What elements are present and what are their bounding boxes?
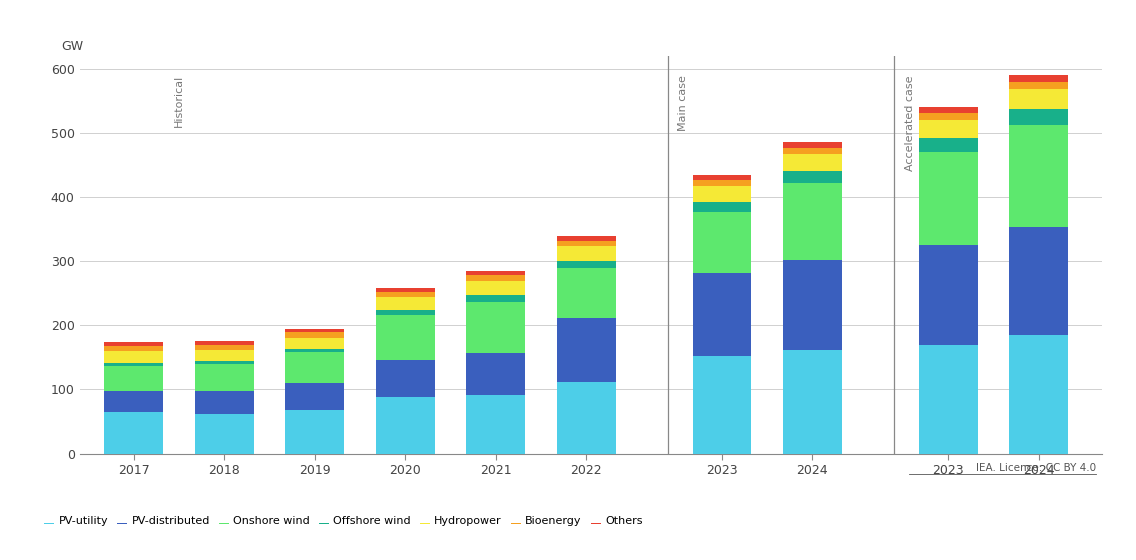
Bar — [376, 397, 435, 454]
Bar — [195, 361, 253, 365]
Bar — [1009, 109, 1068, 125]
Bar — [557, 318, 616, 382]
Bar — [376, 297, 435, 310]
Bar — [105, 362, 164, 366]
Bar — [376, 310, 435, 315]
Bar — [1009, 227, 1068, 335]
Bar — [376, 287, 435, 292]
Bar — [783, 260, 842, 349]
Bar — [285, 352, 344, 383]
Text: Historical: Historical — [174, 75, 184, 128]
Bar — [466, 271, 525, 276]
Bar — [466, 276, 525, 281]
Bar — [783, 148, 842, 154]
Bar — [919, 120, 977, 138]
Bar — [285, 329, 344, 333]
Bar — [693, 186, 751, 202]
Bar — [466, 302, 525, 353]
Bar — [557, 246, 616, 261]
Bar — [285, 349, 344, 352]
Bar — [1009, 90, 1068, 109]
Bar — [466, 281, 525, 295]
Bar — [557, 268, 616, 318]
Bar — [285, 338, 344, 349]
Bar — [693, 180, 751, 186]
Bar — [105, 391, 164, 412]
Bar — [783, 154, 842, 171]
Bar — [693, 356, 751, 454]
Bar — [693, 273, 751, 356]
Bar — [783, 142, 842, 148]
Bar — [285, 333, 344, 338]
Text: Accelerated case: Accelerated case — [904, 75, 914, 171]
Bar — [105, 342, 164, 346]
Bar — [783, 183, 842, 260]
Bar — [376, 360, 435, 397]
Bar — [466, 295, 525, 302]
Bar — [105, 366, 164, 391]
Bar — [693, 212, 751, 273]
Bar — [285, 383, 344, 410]
Bar — [919, 245, 977, 344]
Bar — [557, 236, 616, 241]
Bar — [1009, 75, 1068, 82]
Bar — [1009, 335, 1068, 454]
Bar — [1009, 82, 1068, 90]
Bar — [557, 241, 616, 246]
Bar — [783, 349, 842, 454]
Legend: PV-utility, PV-distributed, Onshore wind, Offshore wind, Hydropower, Bioenergy, : PV-utility, PV-distributed, Onshore wind… — [44, 515, 643, 526]
Bar — [919, 344, 977, 454]
Text: GW: GW — [61, 40, 84, 53]
Text: Main case: Main case — [678, 75, 688, 131]
Bar — [693, 202, 751, 212]
Bar — [105, 351, 164, 362]
Bar — [195, 349, 253, 361]
Bar — [557, 382, 616, 454]
Bar — [376, 315, 435, 360]
Bar — [376, 292, 435, 297]
Bar — [285, 410, 344, 454]
Bar — [1009, 125, 1068, 227]
Text: IEA. Licence: CC BY 4.0: IEA. Licence: CC BY 4.0 — [976, 463, 1096, 473]
Bar — [919, 138, 977, 152]
Bar — [466, 353, 525, 395]
Bar — [195, 340, 253, 344]
Bar — [919, 108, 977, 113]
Bar — [105, 346, 164, 351]
Bar — [195, 414, 253, 454]
Bar — [783, 171, 842, 183]
Bar — [557, 261, 616, 268]
Bar — [195, 344, 253, 349]
Bar — [919, 152, 977, 245]
Bar — [466, 395, 525, 454]
Bar — [919, 113, 977, 120]
Bar — [195, 391, 253, 414]
Bar — [195, 365, 253, 391]
Bar — [693, 175, 751, 180]
Bar — [105, 412, 164, 454]
